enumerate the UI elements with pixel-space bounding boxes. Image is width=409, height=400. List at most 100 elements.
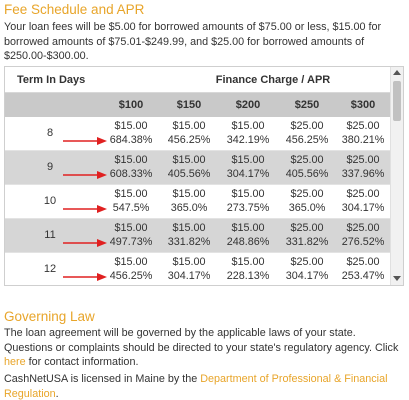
finance-charge: $25.00: [346, 256, 380, 268]
table-row: 8 $15.00 684.38% $15.00 456.25% $15.00 342.19%…: [5, 117, 391, 151]
amount-header: $200: [235, 99, 261, 111]
fee-apr-cell: $15.00 405.56%: [159, 154, 219, 181]
finance-charge: $25.00: [290, 222, 324, 234]
finance-charge: $15.00: [231, 188, 265, 200]
apr-value: 304.17%: [226, 167, 270, 180]
fee-apr-cell: $25.00 405.56%: [277, 154, 337, 181]
finance-charge: $25.00: [290, 256, 324, 268]
term-days: 11: [44, 229, 56, 241]
fee-apr-cell: $15.00 273.75%: [218, 188, 278, 215]
apr-value: 331.82%: [167, 235, 211, 248]
fee-apr-cell: $25.00 253.47%: [333, 256, 393, 283]
finance-charge: $25.00: [290, 154, 324, 166]
finance-charge: $15.00: [231, 154, 265, 166]
table-row: 12 $15.00 456.25% $15.00 304.17% $15.00 228.13…: [5, 253, 393, 285]
apr-value: 684.38%: [109, 133, 153, 146]
law-text-before: The loan agreement will be governed by t…: [4, 327, 399, 354]
apr-value: 228.13%: [226, 269, 270, 282]
regulation-department-link[interactable]: Department of Professional & Financial R…: [4, 373, 388, 400]
apr-value: 456.25%: [167, 133, 211, 146]
apr-value: 342.19%: [226, 133, 270, 146]
table-scrollbar[interactable]: [390, 67, 403, 285]
finance-charge: $25.00: [290, 120, 324, 132]
amount-header-row: $100 $150 $200 $250 $300: [5, 93, 391, 117]
license-text-after: .: [55, 387, 59, 400]
fee-apr-cell: $25.00 380.21%: [333, 120, 393, 147]
fee-apr-cell: $15.00 304.17%: [218, 154, 278, 181]
finance-charge: $25.00: [290, 188, 324, 200]
finance-charge: $25.00: [346, 120, 380, 132]
apr-value: 608.33%: [109, 167, 153, 180]
apr-value: 365.0%: [288, 201, 326, 214]
apr-value: 547.5%: [112, 201, 150, 214]
fee-apr-cell: $25.00 304.17%: [333, 188, 393, 215]
finance-charge: $15.00: [114, 188, 148, 200]
governing-law-text: The loan agreement will be governed by t…: [4, 326, 406, 370]
table-row: 11 $15.00 497.73% $15.00 331.82% $15.00 248.86…: [5, 219, 391, 253]
license-text: CashNetUSA is licensed in Maine by the D…: [4, 372, 406, 400]
apr-value: 273.75%: [226, 201, 270, 214]
amount-header: $100: [118, 99, 144, 111]
scroll-down-arrow-icon[interactable]: [393, 276, 401, 281]
fee-apr-cell: $25.00 456.25%: [277, 120, 337, 147]
fee-apr-cell: $15.00 608.33%: [101, 154, 161, 181]
red-arrow-icon: [63, 273, 107, 281]
fee-apr-cell: $15.00 547.5%: [101, 188, 161, 215]
apr-value: 304.17%: [341, 201, 385, 214]
scroll-up-arrow-icon[interactable]: [393, 70, 401, 75]
red-arrow-icon: [63, 137, 107, 145]
fee-apr-cell: $15.00 304.17%: [159, 256, 219, 283]
scroll-thumb[interactable]: [393, 81, 401, 121]
fee-apr-cell: $25.00 331.82%: [277, 222, 337, 249]
finance-charge: $15.00: [114, 154, 148, 166]
fee-apr-cell: $15.00 456.25%: [159, 120, 219, 147]
fee-apr-cell: $25.00 304.17%: [277, 256, 337, 283]
amount-header: $150: [176, 99, 202, 111]
finance-charge: $15.00: [172, 154, 206, 166]
fee-apr-cell: $15.00 365.0%: [159, 188, 219, 215]
apr-value: 304.17%: [167, 269, 211, 282]
finance-charge: $25.00: [346, 188, 380, 200]
fee-apr-cell: $15.00 497.73%: [101, 222, 161, 249]
finance-charge: $15.00: [231, 256, 265, 268]
term-header: Term In Days: [17, 74, 86, 86]
table-row: 10 $15.00 547.5% $15.00 365.0% $15.00 273.75% $…: [5, 185, 391, 219]
fee-apr-cell: $15.00 248.86%: [218, 222, 278, 249]
finance-charge: $15.00: [231, 120, 265, 132]
finance-charge: $15.00: [114, 222, 148, 234]
law-text-after: for contact information.: [25, 356, 139, 368]
finance-charge: $25.00: [346, 222, 380, 234]
apr-value: 405.56%: [167, 167, 211, 180]
red-arrow-icon: [63, 205, 107, 213]
red-arrow-icon: [63, 239, 107, 247]
apr-value: 456.25%: [109, 269, 153, 282]
apr-value: 405.56%: [285, 167, 329, 180]
fee-schedule-heading: Fee Schedule and APR: [4, 2, 145, 17]
red-arrow-icon: [63, 171, 107, 179]
finance-charge: $15.00: [114, 256, 148, 268]
finance-charge: $15.00: [172, 256, 206, 268]
term-days: 8: [46, 127, 54, 139]
fee-apr-cell: $15.00 228.13%: [218, 256, 278, 283]
license-text-before: CashNetUSA is licensed in Maine by the: [4, 373, 201, 385]
amount-header: $300: [350, 99, 376, 111]
contact-info-link[interactable]: here: [4, 356, 26, 368]
apr-value: 380.21%: [341, 133, 385, 146]
apr-value: 365.0%: [170, 201, 208, 214]
apr-value: 456.25%: [285, 133, 329, 146]
fee-table[interactable]: Term In Days Finance Charge / APR $100 $1…: [4, 66, 404, 286]
fee-apr-cell: $15.00 684.38%: [101, 120, 161, 147]
fee-apr-cell: $15.00 342.19%: [218, 120, 278, 147]
governing-law-heading: Governing Law: [4, 309, 95, 324]
finance-charge: $15.00: [172, 120, 206, 132]
finance-charge: $15.00: [114, 120, 148, 132]
fee-apr-cell: $25.00 276.52%: [333, 222, 393, 249]
amount-header: $250: [294, 99, 320, 111]
fee-intro-text: Your loan fees will be $5.00 for borrowe…: [4, 21, 382, 62]
apr-value: 248.86%: [226, 235, 270, 248]
apr-value: 337.96%: [341, 167, 385, 180]
table-header-row: Term In Days Finance Charge / APR: [5, 67, 391, 93]
finance-charge: $25.00: [346, 154, 380, 166]
term-days: 9: [46, 161, 54, 173]
apr-value: 276.52%: [341, 235, 385, 248]
